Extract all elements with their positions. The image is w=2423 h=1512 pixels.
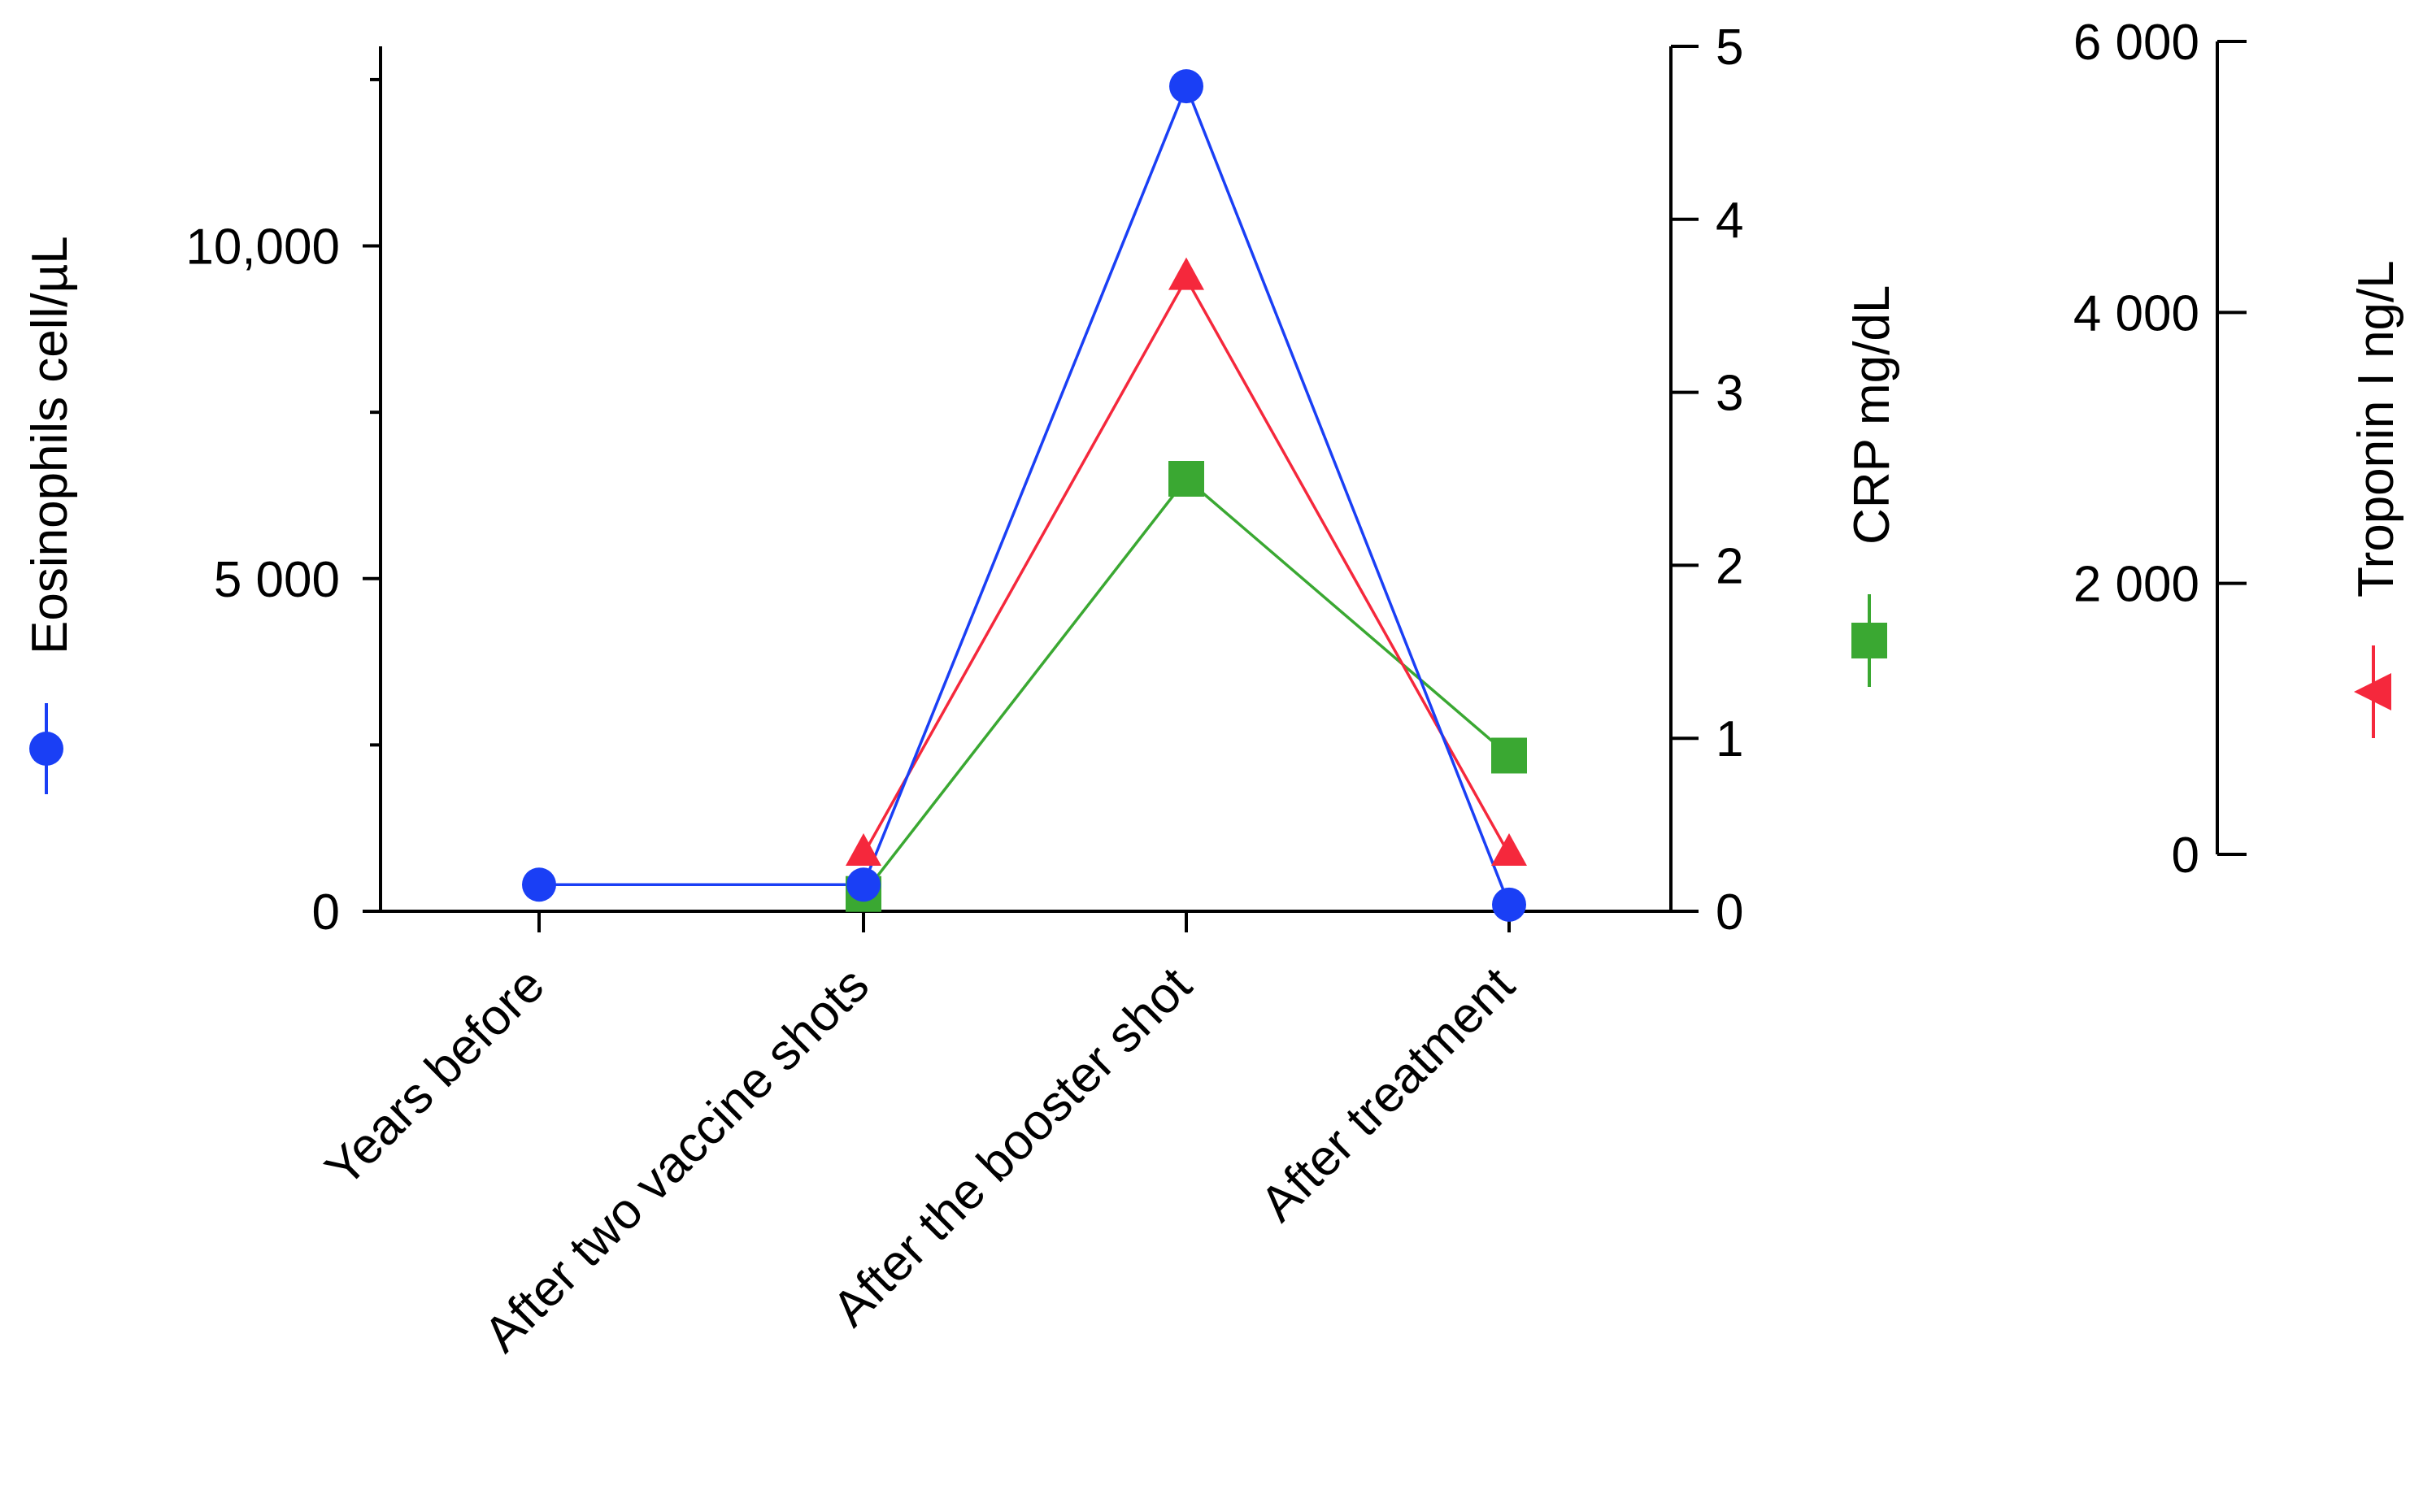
left-axis-tick-label: 0: [312, 884, 340, 941]
data-point-trop: [846, 833, 881, 866]
x-tick-label: After treatment: [1250, 957, 1525, 1232]
data-point-crp: [1491, 737, 1527, 774]
data-point-eos: [522, 867, 556, 902]
troponin-axis-tick-label: 0: [2172, 828, 2199, 884]
crp-axis-tick-label: 0: [1716, 884, 1743, 941]
data-point-eos: [1492, 887, 1526, 922]
series-line-eos: [539, 85, 1511, 906]
x-tick-label: After the booster shot: [822, 957, 1203, 1337]
left-axis-title: Eosinophils cell/µL: [22, 236, 78, 654]
data-point-trop: [1491, 833, 1527, 866]
x-tick-label: Years before: [315, 957, 555, 1197]
data-point-trop: [1168, 257, 1204, 290]
x-tick-label: After two vaccine shots: [473, 957, 880, 1363]
legend-troponin-marker: [2354, 673, 2391, 710]
data-point-eos: [1169, 69, 1203, 104]
left-axis-tick-label: 10,000: [185, 219, 340, 276]
crp-axis-tick-label: 3: [1716, 366, 1743, 422]
axes-layer: [363, 40, 2247, 932]
crp-axis-title: CRP mg/dL: [1844, 285, 1900, 545]
troponin-axis-title: Troponin I ng/L: [2348, 260, 2404, 597]
lines-layer: [539, 85, 1511, 906]
legend-crp-marker: [1851, 623, 1887, 658]
crp-axis-tick-label: 4: [1716, 193, 1743, 249]
crp-axis-tick-label: 2: [1716, 538, 1743, 594]
legend-eosinophils-marker: [29, 732, 63, 766]
crp-axis-tick-label: 5: [1716, 20, 1743, 76]
left-axis-tick-label: 5 000: [214, 552, 340, 608]
troponin-axis-tick-label: 2 000: [2073, 557, 2199, 613]
markers-layer: [522, 69, 1527, 922]
crp-axis-tick-label: 1: [1716, 711, 1743, 767]
data-point-crp: [1168, 461, 1204, 497]
data-point-eos: [846, 867, 881, 902]
troponin-axis-tick-label: 4 000: [2073, 285, 2199, 341]
troponin-axis-tick-label: 6 000: [2073, 15, 2199, 71]
series-line-crp: [862, 477, 1511, 895]
